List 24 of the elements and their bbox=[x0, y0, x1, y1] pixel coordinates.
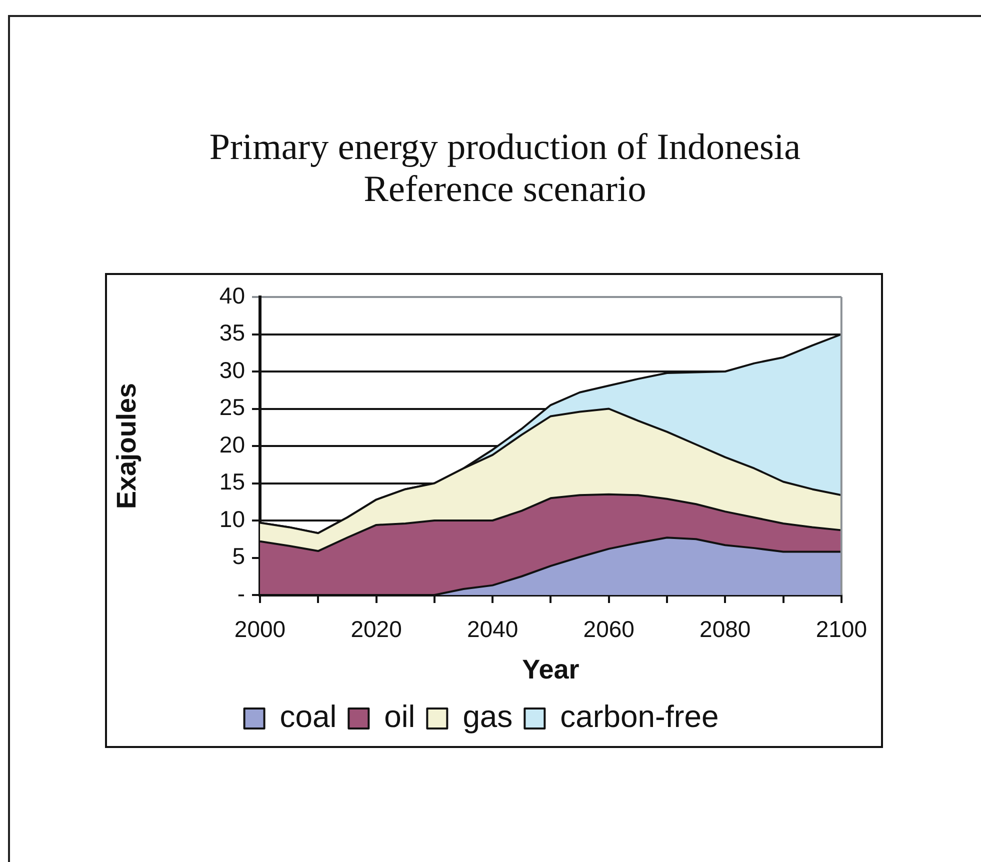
x-tick-label: 2080 bbox=[700, 616, 751, 642]
legend-label: carbon-free bbox=[560, 699, 719, 734]
x-tick-label: 2040 bbox=[466, 616, 518, 642]
legend-label: oil bbox=[384, 699, 416, 734]
legend-label: gas bbox=[462, 699, 513, 734]
y-tick-label: - bbox=[237, 580, 245, 606]
y-tick-label: 35 bbox=[219, 320, 245, 346]
chart-title: Primary energy production of Indonesia bbox=[208, 127, 802, 169]
y-axis-title: Exajoules bbox=[112, 382, 142, 510]
legend-label: coal bbox=[280, 699, 337, 734]
x-tick-label: 2060 bbox=[583, 616, 634, 642]
y-tick-label: 25 bbox=[219, 394, 245, 420]
x-tick-label: 2000 bbox=[234, 616, 286, 642]
y-tick-label: 15 bbox=[219, 468, 245, 495]
x-axis-title: Year bbox=[522, 654, 580, 684]
y-tick-label: 5 bbox=[232, 543, 245, 570]
x-tick-label: 2100 bbox=[816, 616, 868, 642]
y-tick-label: 10 bbox=[219, 506, 245, 532]
y-tick-label: 20 bbox=[219, 431, 245, 458]
chart-subtitle: Reference scenario bbox=[362, 169, 648, 211]
x-tick-label: 2020 bbox=[350, 616, 402, 642]
chart-frame: Year Exajoules coal oil gas carbon-free 2000 2020 2040 2060 2080 2100 - 5 10 15 20 25 30 35 40 bbox=[105, 273, 883, 748]
y-tick-label: 30 bbox=[219, 356, 245, 383]
y-tick-label: 40 bbox=[219, 282, 245, 308]
